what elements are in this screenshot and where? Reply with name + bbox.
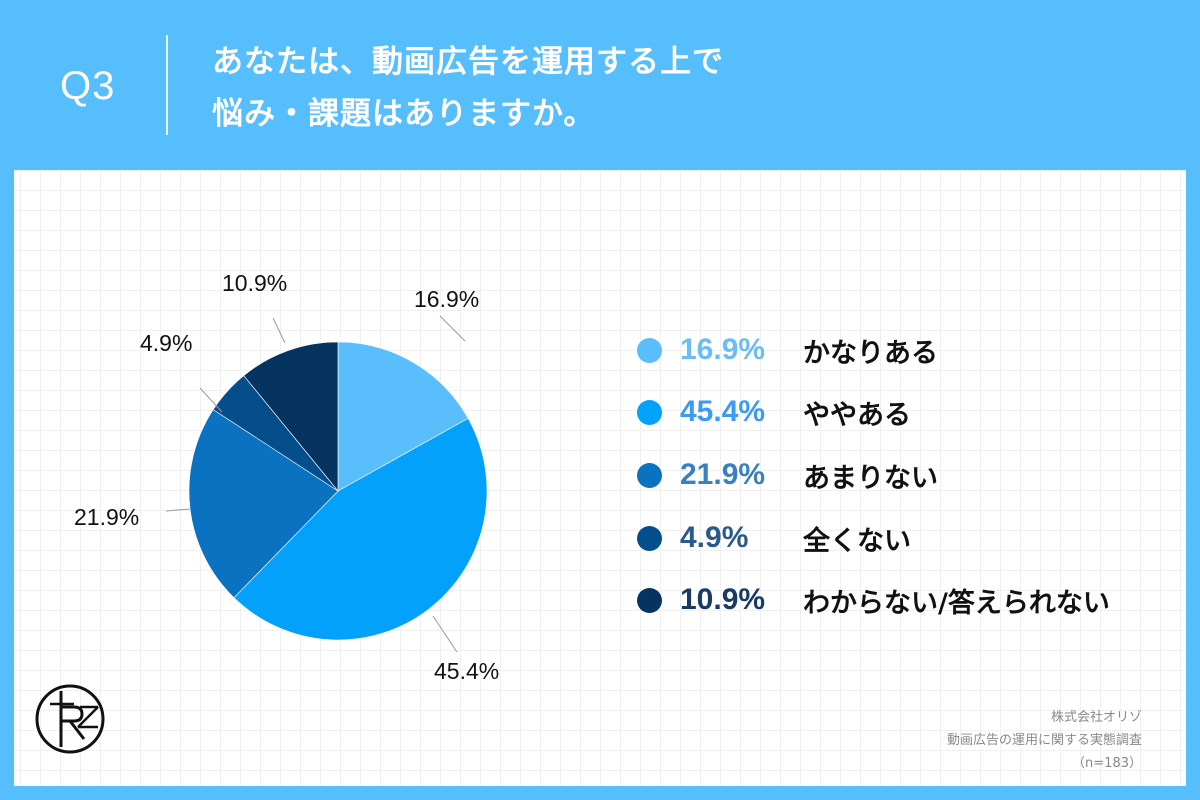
leader-line: [432, 615, 458, 653]
header: Q3 あなたは、動画広告を運用する上で 悩み・課題はありますか。: [0, 0, 1200, 170]
legend-item: 4.9% 全くない: [14, 518, 911, 558]
legend-dot-icon: [637, 337, 662, 363]
leader-line: [439, 315, 466, 342]
pie-slice: [337, 341, 469, 492]
header-divider: [166, 35, 168, 135]
legend-label: ややある: [803, 399, 911, 431]
pie-slice: [243, 341, 339, 492]
legend-item: 16.9% かなりある: [14, 330, 938, 370]
pie-slice: [188, 409, 339, 599]
pie-label-mattaku: 4.9%: [140, 330, 193, 356]
leader-line: [165, 508, 191, 512]
pie-label-kanari: 16.9%: [414, 286, 480, 312]
legend-dot-icon: [637, 399, 662, 425]
rz-circle-logo-icon: [35, 684, 105, 754]
question-title: あなたは、動画広告を運用する上で 悩み・課題はありますか。: [212, 36, 724, 140]
legend-item: 45.4% ややある: [14, 392, 911, 432]
question-title-line1: あなたは、動画広告を運用する上で: [212, 44, 724, 80]
pie-chart: [165, 315, 488, 653]
legend-item: 21.9% あまりない: [14, 455, 938, 495]
legend-label: わからない/答えられない: [803, 587, 1110, 619]
chart-panel: 16.9% 45.4% 21.9% 4.9% 10.9% 16.9% かなりある…: [14, 170, 1186, 786]
question-title-line2: 悩み・課題はありますか。: [212, 96, 596, 132]
legend-item: 10.9% わからない/答えられない: [14, 580, 1110, 620]
legend-dot-icon: [637, 587, 662, 613]
legend-percentage: 21.9%: [680, 458, 766, 491]
leader-line: [272, 317, 286, 344]
survey-credit: 株式会社オリゾ 動画広告の運用に関する実態調査 （n=183）: [947, 706, 1142, 775]
legend-dot-icon: [637, 462, 662, 488]
credit-survey-name: 動画広告の運用に関する実態調査: [946, 733, 1142, 748]
pie-slices: [188, 341, 488, 641]
legend-percentage: 16.9%: [680, 333, 766, 366]
legend-percentage: 45.4%: [680, 395, 766, 428]
pie-label-amari: 21.9%: [74, 504, 140, 530]
pie-leader-lines: [165, 315, 466, 653]
legend-label: 全くない: [803, 525, 911, 557]
pie-label-yaya: 45.4%: [434, 658, 500, 684]
legend-label: かなりある: [803, 337, 938, 369]
legend-percentage: 10.9%: [680, 583, 766, 616]
question-number: Q3: [60, 64, 116, 108]
pie-label-wakaranai: 10.9%: [222, 270, 288, 296]
legend-dot-icon: [637, 525, 662, 551]
credit-company: 株式会社オリゾ: [1050, 710, 1142, 725]
credit-sample-size: （n=183）: [1072, 756, 1142, 771]
legend-label: あまりない: [803, 462, 938, 494]
leader-line: [199, 387, 223, 413]
pie-slice: [233, 417, 488, 641]
legend-percentage: 4.9%: [680, 521, 749, 554]
